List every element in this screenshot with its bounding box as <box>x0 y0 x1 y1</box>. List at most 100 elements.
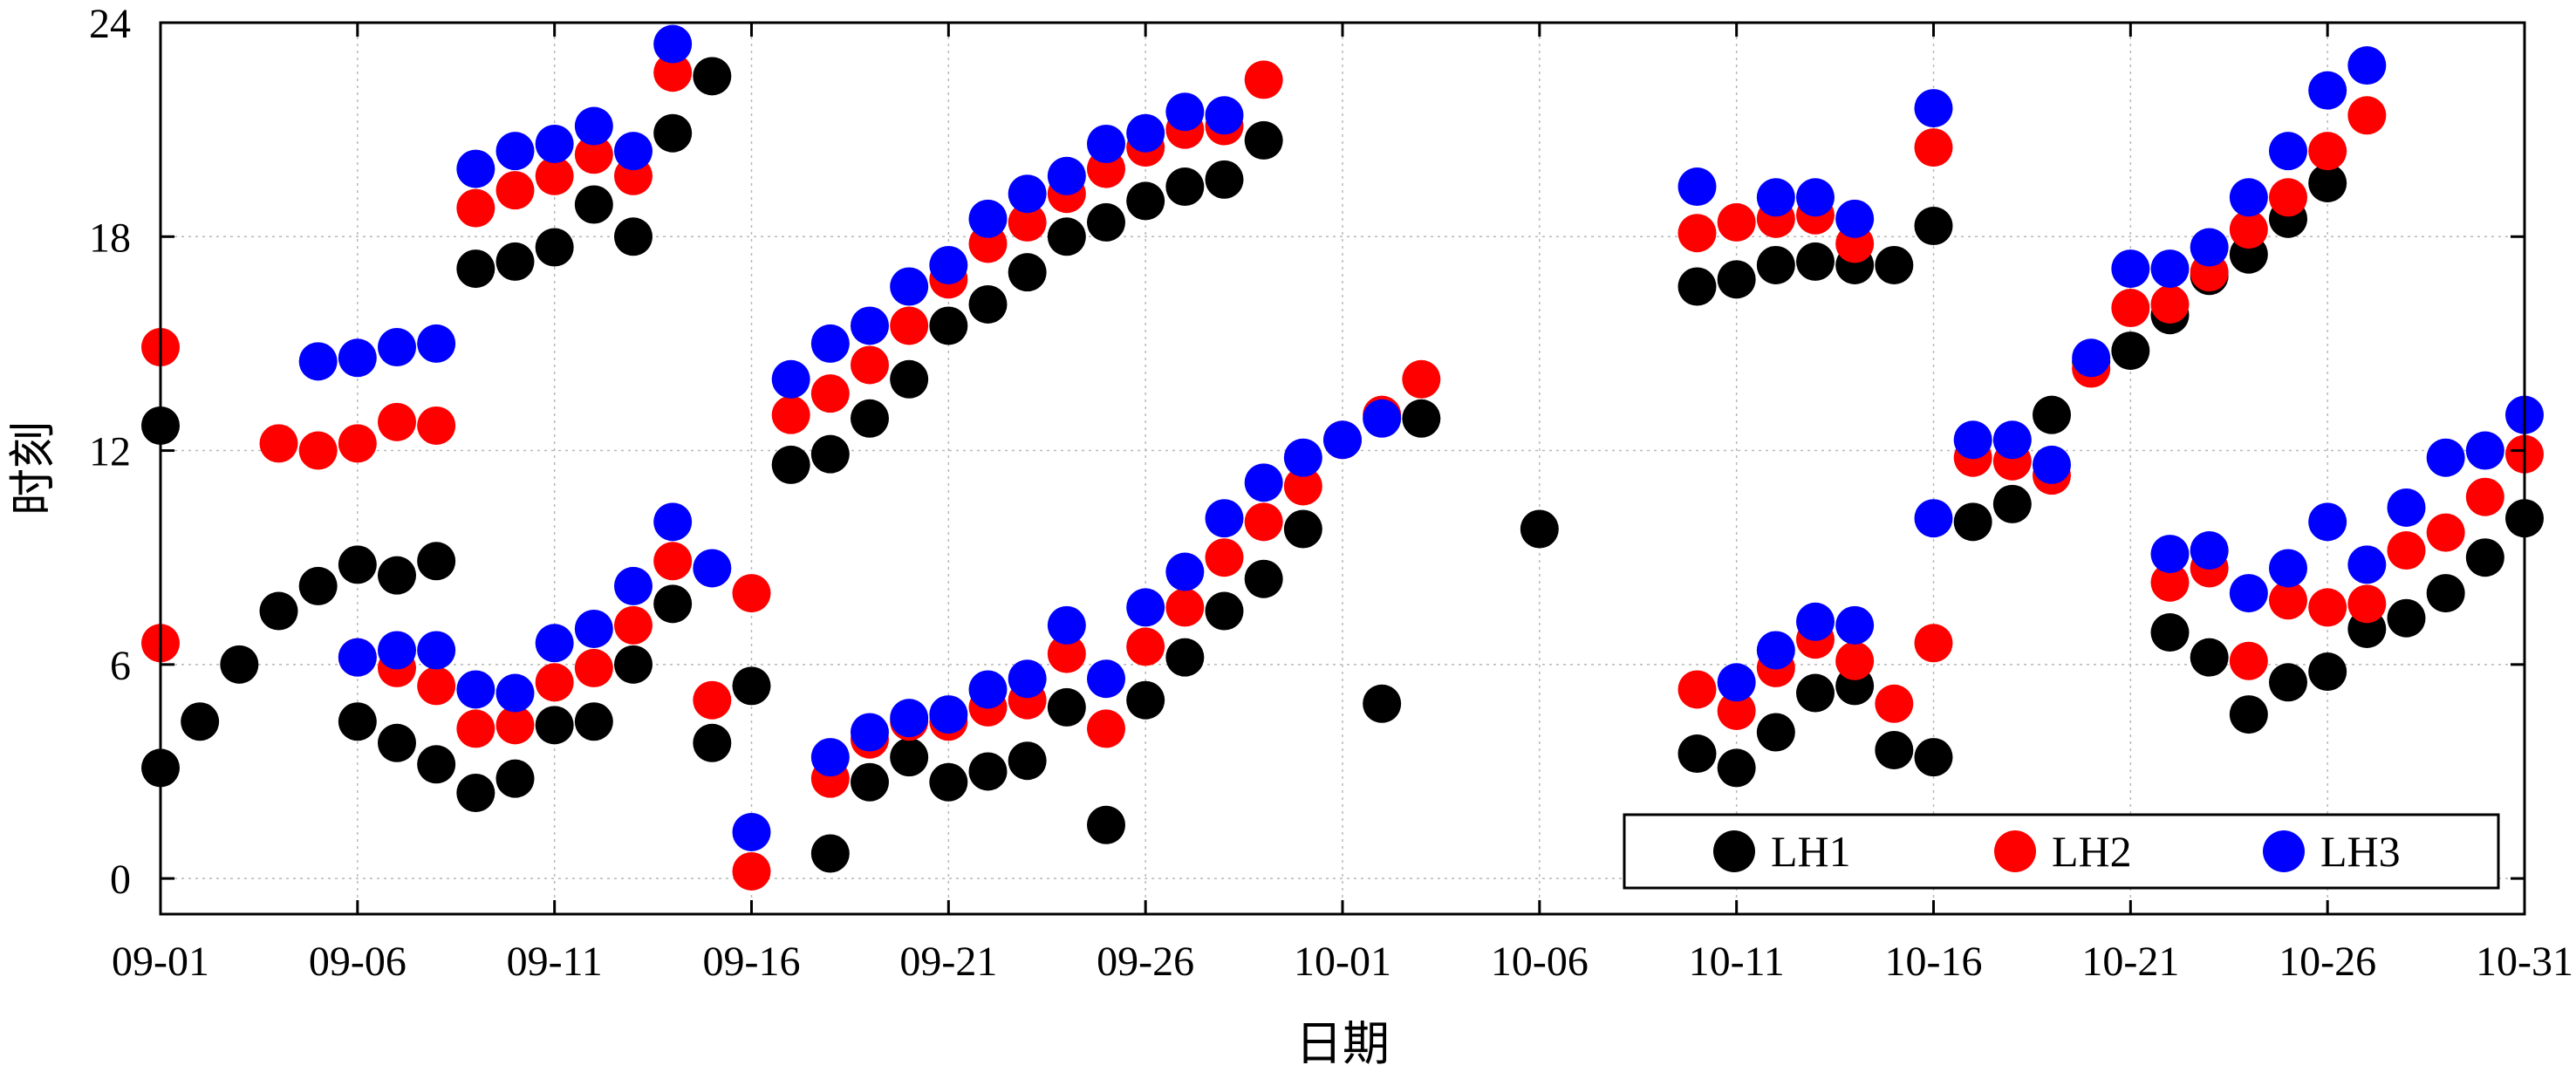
data-point-lh1 <box>535 228 574 267</box>
data-point-lh3 <box>2229 574 2268 613</box>
data-point-lh3 <box>2190 531 2229 570</box>
data-point-lh2 <box>574 648 613 687</box>
data-point-lh2 <box>732 851 771 891</box>
data-point-lh3 <box>771 359 810 399</box>
data-point-lh1 <box>1244 120 1283 160</box>
data-point-lh1 <box>1953 502 1992 542</box>
data-point-lh3 <box>810 738 850 777</box>
data-point-lh1 <box>771 445 810 484</box>
x-tick-label: 10-16 <box>1885 939 1983 985</box>
data-point-lh1 <box>1165 638 1205 677</box>
data-point-lh3 <box>2465 431 2504 470</box>
data-point-lh1 <box>2111 331 2150 371</box>
data-point-lh2 <box>1008 202 1047 242</box>
data-point-lh1 <box>1756 245 1795 284</box>
data-point-lh3 <box>2190 228 2229 267</box>
data-point-lh2 <box>1402 359 1441 399</box>
data-point-lh2 <box>535 156 574 195</box>
data-point-lh3 <box>2347 46 2387 85</box>
data-point-lh3 <box>574 106 613 146</box>
x-tick-label: 10-01 <box>1294 939 1391 985</box>
data-point-lh2 <box>2269 178 2307 217</box>
data-point-lh1 <box>220 645 259 684</box>
y-tick-label: 6 <box>110 643 131 689</box>
data-point-lh1 <box>968 284 1008 324</box>
data-point-lh2 <box>2111 289 2150 328</box>
data-point-lh3 <box>574 609 613 648</box>
data-point-lh3 <box>1914 89 1953 128</box>
data-point-lh1 <box>1126 181 1165 221</box>
data-point-lh3 <box>378 631 416 670</box>
data-point-lh1 <box>810 434 850 474</box>
data-point-lh1 <box>1875 730 1914 769</box>
data-point-lh1 <box>1756 713 1795 752</box>
data-point-lh1 <box>890 359 929 399</box>
data-point-lh3 <box>535 124 574 163</box>
data-point-lh1 <box>653 113 693 153</box>
data-point-lh1 <box>535 706 574 745</box>
data-point-lh2 <box>732 574 771 613</box>
data-point-lh1 <box>929 306 968 345</box>
data-point-lh1 <box>574 702 613 741</box>
data-point-lh3 <box>1165 92 1205 132</box>
data-point-lh2 <box>851 345 889 385</box>
data-point-lh3 <box>851 713 889 752</box>
data-point-lh2 <box>2347 584 2387 624</box>
data-point-lh3 <box>338 638 377 677</box>
x-tick-label: 09-06 <box>309 939 407 985</box>
data-point-lh2 <box>653 53 693 92</box>
data-point-lh1 <box>693 723 732 762</box>
data-point-lh1 <box>2269 663 2307 702</box>
data-point-lh1 <box>614 217 653 256</box>
data-point-lh3 <box>1914 499 1953 538</box>
legend-marker-lh1 <box>1713 830 1755 872</box>
data-point-lh3 <box>1756 631 1795 670</box>
data-point-lh1 <box>338 702 377 741</box>
data-point-lh1 <box>1126 680 1165 720</box>
data-point-lh3 <box>693 549 732 588</box>
data-point-lh1 <box>851 762 889 802</box>
data-point-lh1 <box>2150 613 2190 652</box>
y-tick-label: 12 <box>89 429 131 475</box>
data-point-lh2 <box>1244 502 1283 542</box>
data-point-lh2 <box>1244 60 1283 99</box>
data-point-lh3 <box>338 338 377 378</box>
data-point-lh1 <box>614 645 653 684</box>
data-point-lh2 <box>259 424 298 463</box>
data-point-lh3 <box>2308 502 2347 542</box>
data-point-lh1 <box>495 242 535 281</box>
data-point-lh1 <box>1992 484 2032 523</box>
data-point-lh2 <box>2347 96 2387 135</box>
data-point-lh3 <box>1047 605 1086 645</box>
data-point-lh1 <box>298 566 338 605</box>
data-point-lh1 <box>2308 652 2347 692</box>
data-point-lh3 <box>732 812 771 851</box>
data-point-lh2 <box>378 402 416 441</box>
x-axis-title: 日期 <box>1295 1018 1390 1070</box>
data-point-lh3 <box>2150 249 2190 289</box>
legend-label-lh3: LH3 <box>2320 827 2401 876</box>
x-tick-label: 10-31 <box>2476 939 2573 985</box>
data-point-lh2 <box>614 605 653 645</box>
data-point-lh2 <box>693 680 732 720</box>
data-point-lh3 <box>2111 249 2150 289</box>
data-point-lh3 <box>456 149 495 188</box>
data-point-lh1 <box>1717 260 1756 299</box>
data-point-lh1 <box>1205 591 1244 631</box>
data-point-lh2 <box>1677 214 1717 253</box>
data-point-lh1 <box>2465 538 2504 577</box>
data-point-lh1 <box>1244 559 1283 598</box>
data-point-lh3 <box>929 695 968 734</box>
data-point-lh3 <box>1835 605 1875 645</box>
data-point-lh2 <box>2387 531 2426 570</box>
data-point-lh2 <box>456 709 495 748</box>
data-point-lh3 <box>495 673 535 713</box>
data-point-lh1 <box>968 752 1008 791</box>
data-point-lh3 <box>1835 199 1875 238</box>
data-point-lh1 <box>1914 738 1953 777</box>
data-point-lh3 <box>1796 602 1835 641</box>
data-point-lh1 <box>2308 163 2347 202</box>
data-point-lh2 <box>298 431 338 470</box>
data-point-lh1 <box>1087 805 1125 844</box>
